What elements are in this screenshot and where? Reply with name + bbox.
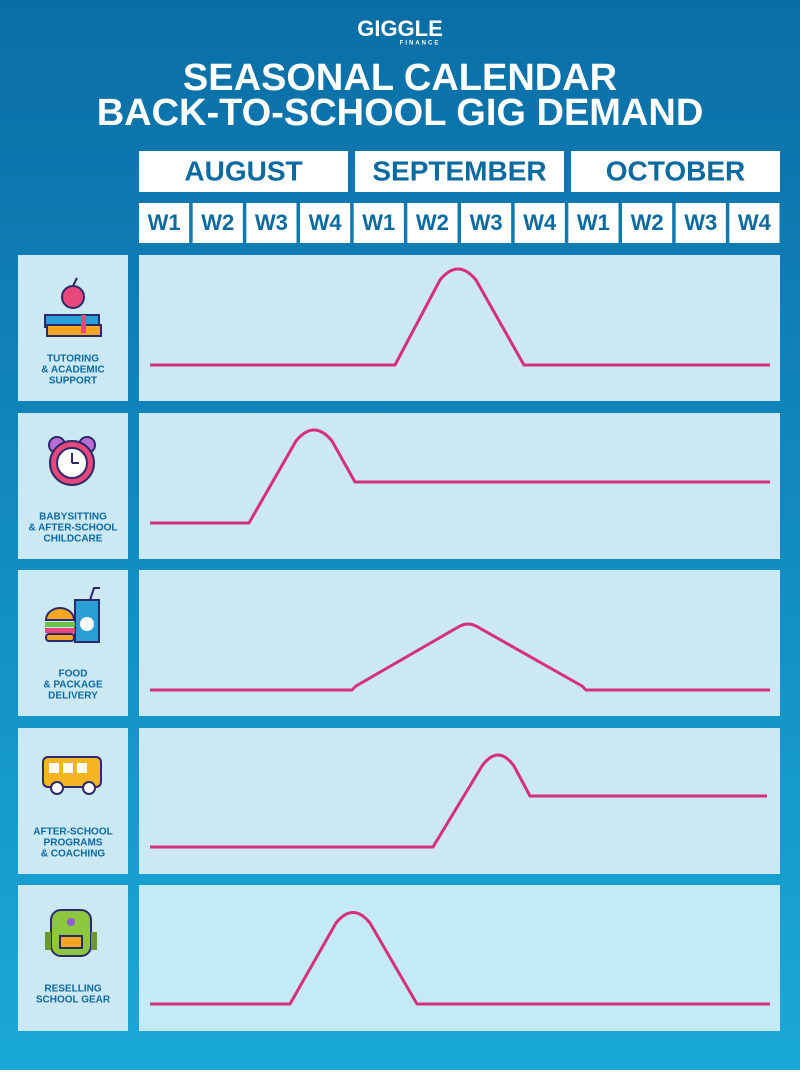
title-line: BACK-TO-SCHOOL GIG DEMAND	[97, 92, 704, 134]
month-label: SEPTEMBER	[372, 155, 546, 186]
title-line: SEASONAL CALENDAR	[183, 57, 617, 99]
row-label: & ACADEMIC	[41, 365, 105, 376]
month-box	[139, 151, 348, 192]
week-box	[139, 203, 190, 243]
row-label: FOOD	[59, 669, 88, 680]
backpack-icon	[45, 909, 97, 957]
row-label: CHILDCARE	[44, 534, 103, 545]
week-box	[192, 203, 243, 243]
week-box	[729, 203, 780, 243]
month-box	[571, 151, 780, 192]
row-label: RESELLING	[44, 984, 101, 995]
demand-curve	[150, 753, 767, 849]
week-label: W1	[148, 210, 181, 235]
demand-curve	[150, 428, 770, 525]
row-label-panel	[18, 570, 128, 716]
logo-tagline: FINANCE	[400, 41, 441, 47]
demand-curve	[150, 911, 770, 1006]
row-chart-panel	[139, 570, 780, 716]
row-label: PROGRAMS	[44, 838, 103, 849]
month-label: AUGUST	[184, 155, 302, 186]
week-box	[407, 203, 458, 243]
demand-curves	[150, 267, 770, 1006]
row-chart-panel	[139, 885, 780, 1031]
week-label: W4	[523, 210, 557, 235]
week-label: W2	[201, 210, 234, 235]
row-label-panel	[18, 885, 128, 1031]
books-apple-icon	[44, 277, 102, 337]
week-box	[675, 203, 726, 243]
month-box	[355, 151, 564, 192]
week-label: W1	[362, 210, 395, 235]
row-label: & PACKAGE	[43, 680, 103, 691]
alarm-clock-icon	[48, 436, 96, 486]
row-chart-panel	[139, 413, 780, 559]
row-label: BABYSITTING	[39, 512, 107, 523]
week-box	[514, 203, 565, 243]
week-label: W4	[309, 210, 343, 235]
row-label: & COACHING	[41, 849, 106, 860]
week-label: W2	[631, 210, 664, 235]
week-label: W4	[738, 210, 772, 235]
row-label: SUPPORT	[49, 376, 97, 387]
row-label-panel	[18, 413, 128, 559]
week-label: W3	[470, 210, 503, 235]
bus-icon	[42, 756, 102, 795]
month-label: OCTOBER	[606, 155, 746, 186]
week-box	[568, 203, 619, 243]
week-box	[461, 203, 512, 243]
row-label: DELIVERY	[48, 691, 98, 702]
row-label-panel	[18, 728, 128, 874]
week-box	[300, 203, 351, 243]
week-box	[353, 203, 404, 243]
row-label: SCHOOL GEAR	[36, 995, 111, 1006]
row-chart-panel	[139, 255, 780, 401]
week-label: W2	[416, 210, 449, 235]
week-box	[622, 203, 673, 243]
week-label: W3	[255, 210, 288, 235]
row-label: AFTER-SCHOOL	[33, 827, 112, 838]
week-box	[246, 203, 297, 243]
logo-name: GIGGLE	[357, 16, 443, 41]
row-label: TUTORING	[47, 354, 99, 365]
demand-curve	[150, 622, 770, 692]
week-label: W1	[577, 210, 610, 235]
demand-curve	[150, 267, 770, 367]
week-label: W3	[684, 210, 717, 235]
row-label: & AFTER-SCHOOL	[28, 523, 117, 534]
burger-drink-icon	[44, 587, 100, 643]
icons	[42, 277, 102, 957]
panels	[18, 151, 780, 1031]
